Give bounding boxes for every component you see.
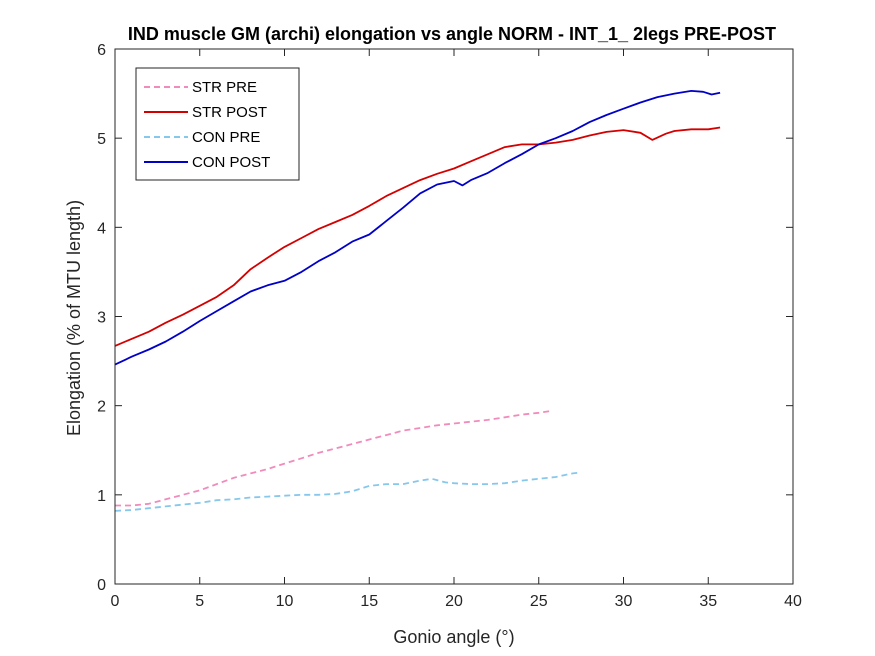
series-line-str-post [114, 126, 721, 347]
series-line-str-pre [115, 410, 551, 507]
series-line-con-pre [114, 471, 582, 512]
x-tick-label: 40 [784, 593, 802, 610]
chart-title: IND muscle GM (archi) elongation vs angl… [128, 24, 776, 44]
y-tick-label: 2 [97, 399, 106, 416]
axes-layer: 0 5 10 15 20 25 30 35 40 0 1 2 3 4 5 6 [97, 42, 802, 610]
x-tick-label: 10 [276, 593, 294, 610]
legend-label: CON PRE [192, 129, 260, 146]
x-tick-label: 35 [699, 593, 717, 610]
x-tick-label: 15 [360, 593, 378, 610]
series-layer [114, 90, 721, 512]
y-tick-label: 0 [97, 577, 106, 594]
series-line-con-post [114, 90, 721, 366]
x-tick-label: 30 [615, 593, 633, 610]
legend: STR PRE STR POST CON PRE CON POST [135, 67, 300, 181]
x-tick-label: 5 [195, 593, 204, 610]
y-tick-label: 1 [97, 488, 106, 505]
legend-label: STR POST [192, 104, 267, 121]
x-tick-label: 25 [530, 593, 548, 610]
x-tick-label: 20 [445, 593, 463, 610]
y-tick-label: 3 [97, 310, 106, 327]
legend-label: CON POST [192, 154, 270, 171]
y-tick-label: 6 [97, 42, 106, 59]
y-axis-label: Elongation (% of MTU length) [64, 200, 84, 436]
x-axis-label: Gonio angle (°) [393, 627, 514, 647]
legend-label: STR PRE [192, 79, 257, 96]
x-tick-label: 0 [111, 593, 120, 610]
y-tick-label: 5 [97, 131, 106, 148]
y-tick-label: 4 [97, 220, 106, 237]
